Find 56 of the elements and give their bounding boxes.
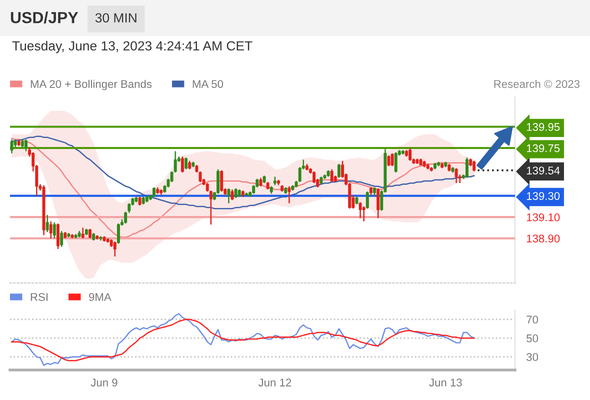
y-tick-label: 50 <box>526 334 538 342</box>
candlestick <box>56 222 60 250</box>
line-series <box>11 313 475 366</box>
candlestick <box>288 186 291 204</box>
candlestick <box>227 188 230 204</box>
candlestick <box>330 168 334 183</box>
chart-title: USD/JPY <box>10 12 78 24</box>
candlestick <box>394 152 398 174</box>
candlestick <box>88 228 92 239</box>
candlestick <box>408 147 412 162</box>
y-tick-label: 30 <box>526 353 538 362</box>
legend-label: 9MA <box>89 293 112 301</box>
text: Research © 2023 <box>494 80 580 88</box>
x-tick-label: Jun 13 <box>429 378 462 386</box>
candlestick <box>24 138 28 152</box>
candlestick <box>466 156 468 178</box>
candlestick <box>390 152 394 167</box>
candlestick <box>220 170 224 192</box>
y-tick-label: 138.90 <box>526 234 560 242</box>
candlestick <box>152 186 156 198</box>
candlestick <box>337 163 340 178</box>
candlestick <box>60 230 64 248</box>
x-tick-label: Jun 9 <box>90 378 118 386</box>
y-tick-label: 139.10 <box>526 213 560 222</box>
candlestick <box>366 190 369 210</box>
y-tick-label: 139.54 <box>526 166 560 174</box>
line-series <box>11 138 475 238</box>
candlestick <box>180 156 184 174</box>
candlestick <box>362 206 366 222</box>
candlestick <box>358 202 362 219</box>
legend-label: RSI <box>30 293 48 301</box>
candlestick <box>52 222 56 239</box>
line-series <box>11 136 475 210</box>
x-tick-label: Jun 12 <box>258 378 292 386</box>
line-series <box>11 318 475 362</box>
candlestick <box>472 160 476 172</box>
candlestick <box>230 188 234 201</box>
candlestick <box>376 188 380 219</box>
candlestick <box>49 220 52 239</box>
legend-label: MA 50 <box>192 80 224 88</box>
candlestick <box>46 214 49 233</box>
y-tick-label: 139.75 <box>526 144 560 152</box>
candlestick <box>184 156 188 170</box>
candlestick <box>454 168 458 184</box>
candlestick <box>312 170 316 184</box>
candlestick <box>81 227 84 239</box>
y-tick-label: 139.95 <box>526 123 560 131</box>
candlestick <box>113 240 116 258</box>
candlestick <box>234 188 238 199</box>
chart-subtitle: 30 MIN <box>95 13 136 23</box>
y-tick-label: 139.30 <box>526 192 560 200</box>
legend-label: MA 20 + Bollinger Bands <box>30 80 152 90</box>
candlestick <box>116 222 120 244</box>
text: Tuesday, June 13, 2023 4:24:41 AM CET <box>12 40 252 54</box>
candlestick <box>10 138 14 154</box>
y-tick-label: 70 <box>526 316 538 324</box>
